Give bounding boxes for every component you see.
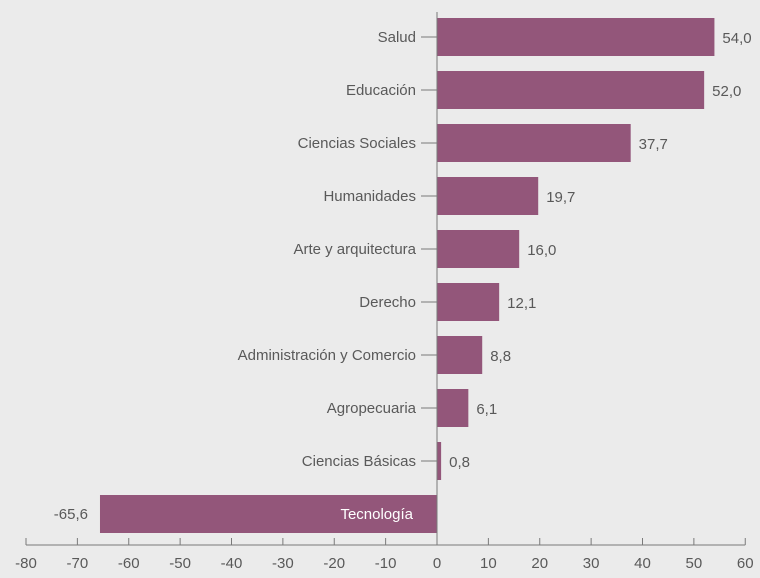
category-label-derecho: Derecho <box>359 294 416 311</box>
x-tick-label: -20 <box>323 555 345 572</box>
x-tick-label: -50 <box>169 555 191 572</box>
bar-ciencias-sociales <box>437 124 631 162</box>
bars-layer <box>99 18 715 533</box>
labels-layer: Salud 54,0 Educación 52,0 Ciencias Sociales 3… <box>54 29 752 523</box>
category-label-educacion: Educación <box>346 82 416 99</box>
x-tick-label: 20 <box>531 555 548 572</box>
x-tick-label: 30 <box>583 555 600 572</box>
value-label-humanidades: 19,7 <box>546 189 575 206</box>
category-label-ciencias-basicas: Ciencias Básicas <box>302 453 416 470</box>
value-label-salud: 54,0 <box>722 30 751 47</box>
value-label-arte-y-arquitectura: 16,0 <box>527 242 556 259</box>
bar-humanidades <box>437 177 539 215</box>
category-label-ciencias-sociales: Ciencias Sociales <box>298 135 416 152</box>
value-label-ciencias-basicas: 0,8 <box>449 454 470 471</box>
x-tick-label: 50 <box>686 555 703 572</box>
bar-educacion <box>437 71 705 109</box>
category-label-arte-y-arquitectura: Arte y arquitectura <box>293 241 416 258</box>
value-label-agropecuaria: 6,1 <box>476 401 497 418</box>
x-tick-label: -30 <box>272 555 294 572</box>
x-tick-label: -10 <box>375 555 397 572</box>
category-label-humanidades: Humanidades <box>323 188 416 205</box>
category-label-agropecuaria: Agropecuaria <box>327 400 417 417</box>
category-label-tecnologia: Tecnología <box>340 506 413 523</box>
bar-administracion-y-comercio <box>437 336 483 374</box>
x-tick-label: -60 <box>118 555 140 572</box>
value-label-tecnologia: -65,6 <box>54 506 88 523</box>
bar-arte-y-arquitectura <box>437 230 520 268</box>
axis-layer: -80 -70 -60 -50 -40 -30 -20 -10 0 10 20 30 40 50 60 <box>15 12 754 572</box>
x-tick-label: 60 <box>737 555 754 572</box>
category-label-administracion-y-comercio: Administración y Comercio <box>238 347 416 364</box>
bar-tecnologia <box>99 495 437 533</box>
value-label-ciencias-sociales: 37,7 <box>639 136 668 153</box>
category-label-salud: Salud <box>378 29 416 46</box>
x-tick-label: -40 <box>221 555 243 572</box>
value-label-educacion: 52,0 <box>712 83 741 100</box>
bar-ciencias-basicas <box>437 442 442 480</box>
bar-derecho <box>437 283 500 321</box>
x-tick-label: 40 <box>634 555 651 572</box>
x-tick-label: -70 <box>67 555 89 572</box>
x-tick-label: 10 <box>480 555 497 572</box>
value-label-administracion-y-comercio: 8,8 <box>490 348 511 365</box>
value-label-derecho: 12,1 <box>507 295 536 312</box>
bar-agropecuaria <box>437 389 469 427</box>
bar-salud <box>437 18 715 56</box>
x-tick-label: 0 <box>433 555 441 572</box>
x-tick-label: -80 <box>15 555 37 572</box>
